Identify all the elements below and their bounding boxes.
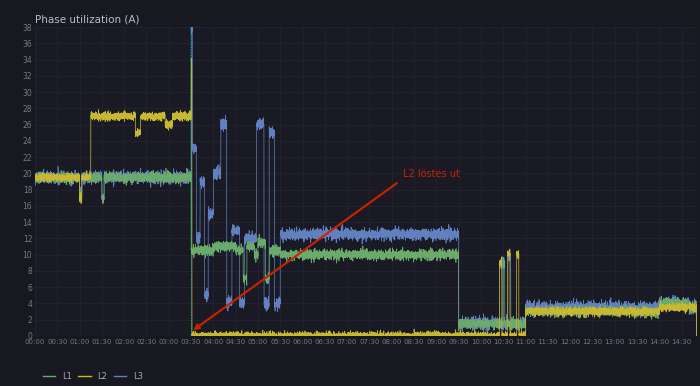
Line: L2: L2 [35,59,696,336]
L1 [64,179,72,183]
L3 [692,339,700,343]
L1 [692,332,700,336]
L2 [64,176,72,181]
L2 [188,334,196,338]
L3 [556,305,565,309]
L1 [31,171,39,176]
L2 [522,310,530,314]
L2 [692,334,700,338]
L1 [162,166,170,171]
L1 [556,306,565,311]
L2 [556,310,565,314]
Line: L3: L3 [35,22,696,341]
L3 [64,174,72,179]
L2 [422,334,430,338]
Text: L2 löstes ut: L2 löstes ut [403,169,460,179]
L2 [31,175,39,179]
L3 [452,236,460,240]
L3 [422,231,430,235]
L2 [188,56,196,61]
L2 [270,330,279,335]
L1 [270,247,279,252]
Line: L1: L1 [35,168,696,334]
L3 [522,316,530,320]
L1 [452,249,460,254]
L2 [452,333,460,337]
L1 [422,249,430,254]
L3 [31,174,39,179]
Text: Phase utilization (A): Phase utilization (A) [35,15,139,25]
L3 [188,20,197,24]
L3 [270,297,279,302]
L1 [522,317,530,322]
Legend: L1, L2, L3: L1, L2, L3 [39,369,146,384]
